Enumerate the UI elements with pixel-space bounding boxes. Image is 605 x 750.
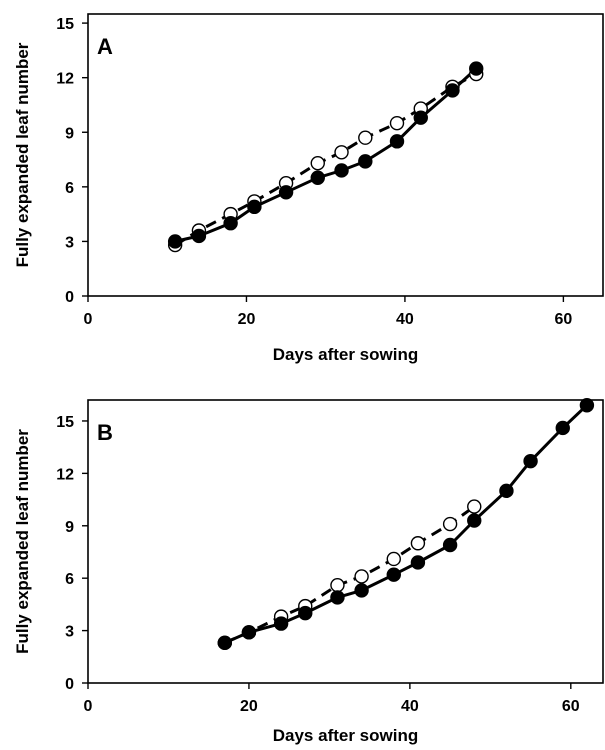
x-tick-label: 0 [84,311,93,328]
data-point-filled [467,513,482,528]
data-point-open [467,499,482,514]
y-tick-label: 12 [56,466,74,483]
data-point-filled [191,228,207,244]
data-point-filled [298,605,313,621]
data-point-open [442,516,458,532]
data-point-filled [555,420,570,436]
y-tick-label: 6 [65,180,74,197]
data-point-filled [358,154,373,169]
data-point-open [354,569,369,584]
data-point-filled [499,483,514,499]
y-tick-label: 12 [56,71,74,88]
data-point-open [334,145,349,160]
y-tick-label: 0 [65,676,74,693]
data-point-filled [247,199,262,215]
x-tick-label: 0 [84,698,93,715]
x-axis-title: Days after sowing [273,345,419,364]
x-tick-label: 20 [240,698,258,715]
panel-b: 0 20 40 60 0 3 6 9 12 15 Days after sowing Fully ex… [13,398,604,745]
panel-label: A [97,34,113,59]
data-point-filled [167,234,183,249]
data-point-filled [223,216,238,231]
series-line-dashed [174,72,477,247]
x-tick-label: 20 [238,311,256,328]
data-point-open [410,536,426,551]
y-tick-label: 3 [65,234,74,251]
y-tick-label: 9 [65,519,74,536]
x-tick-label: 60 [562,698,580,715]
data-point-filled [413,110,428,125]
series-line-dashed [224,505,476,645]
y-tick-label: 6 [65,571,74,588]
series-line-solid [174,67,478,243]
data-point-filled [442,537,458,553]
data-point-filled [354,583,369,598]
data-point-open [310,155,325,171]
series-line-solid [224,404,588,645]
data-point-filled [410,555,426,570]
data-point-filled [579,398,595,413]
y-tick-label: 15 [56,414,74,431]
data-point-filled [386,567,401,582]
y-tick-label: 15 [56,16,74,33]
data-point-filled [330,590,345,605]
panel-label: B [97,420,113,445]
data-point-filled [217,635,232,651]
data-point-filled [273,616,289,631]
data-point-filled [389,134,405,149]
y-tick-label: 9 [65,125,74,142]
data-point-filled [278,185,294,200]
data-point-filled [241,625,257,640]
x-tick-label: 40 [396,311,414,328]
data-point-filled [523,453,538,469]
y-axis-title: Fully expanded leaf number [13,42,32,267]
plot-frame [87,13,604,297]
x-tick-label: 60 [554,311,572,328]
data-point-filled [310,170,325,185]
panel-a: 0 20 40 60 0 3 6 9 12 15 Days after sowing Fully ex… [13,13,604,364]
data-point-filled [469,61,484,76]
data-point-open [330,577,345,593]
data-point-filled [445,83,460,98]
data-point-filled [334,163,349,178]
x-tick-label: 40 [401,698,419,715]
x-axis-title: Days after sowing [273,726,419,745]
data-point-open [386,551,401,567]
data-point-open [389,115,405,131]
y-tick-label: 0 [65,289,74,306]
data-point-open [358,130,373,145]
y-axis-title: Fully expanded leaf number [13,429,32,654]
plot-frame [87,399,604,684]
y-tick-label: 3 [65,624,74,641]
